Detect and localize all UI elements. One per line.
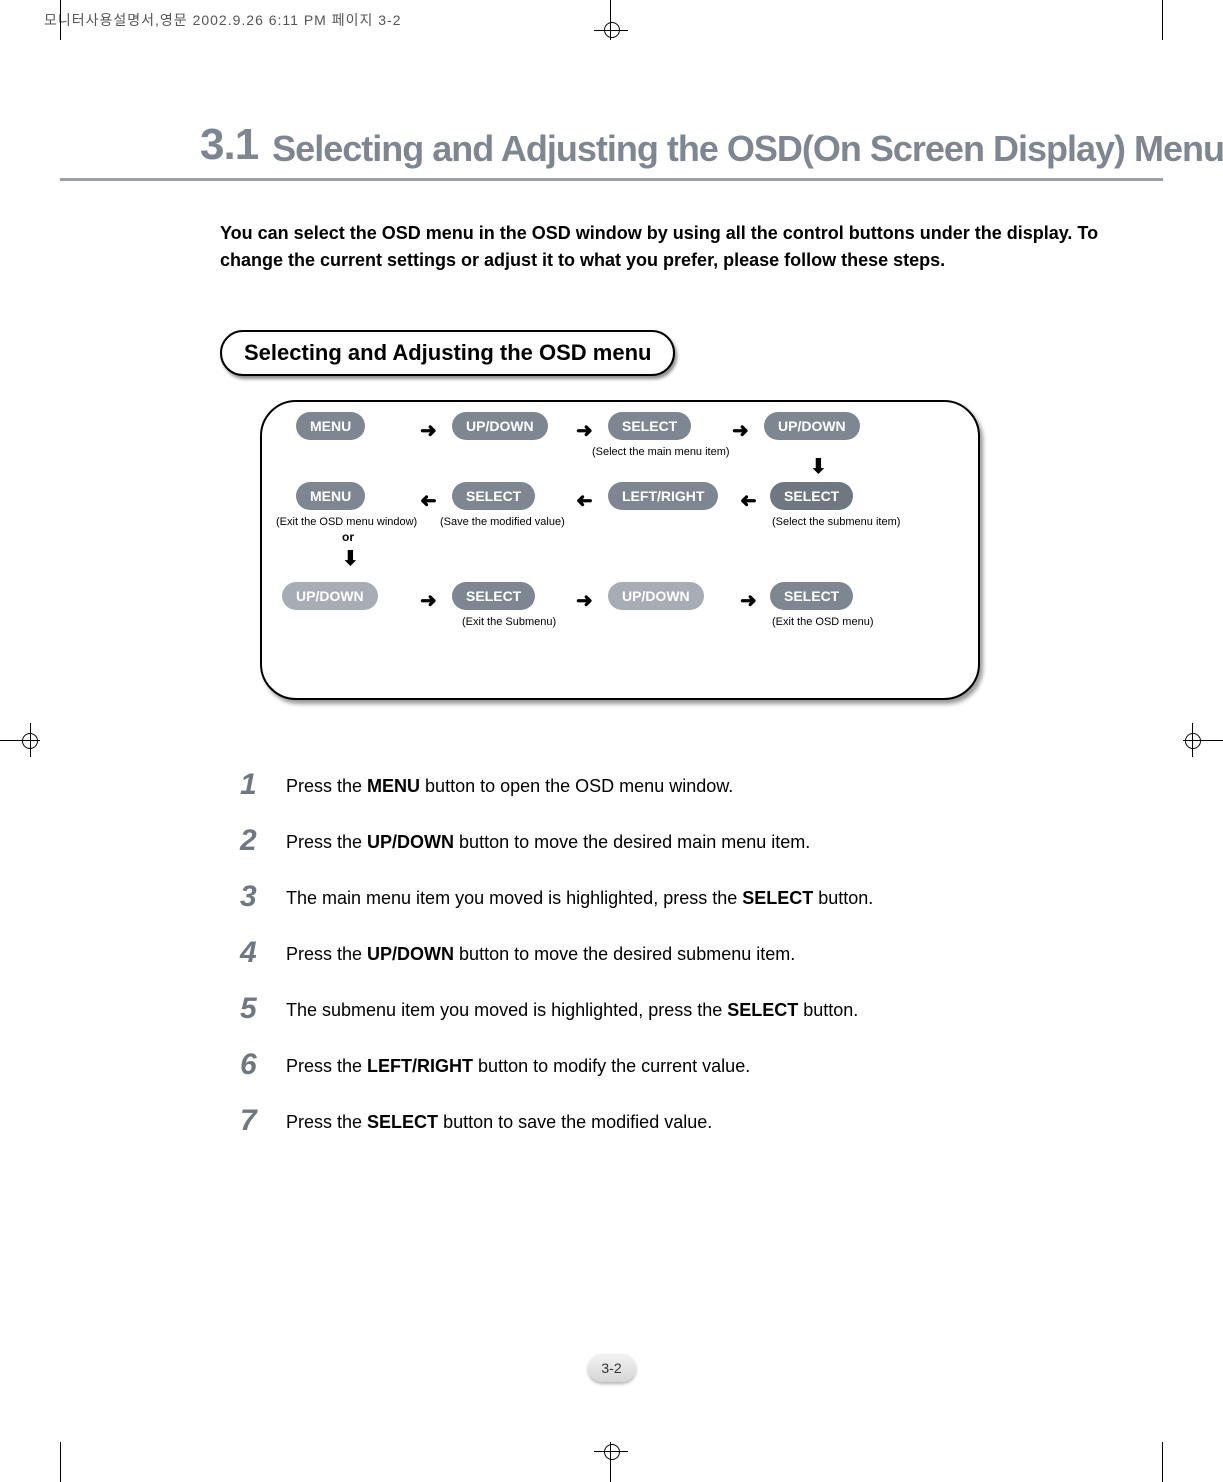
step-item: 2 Press the UP/DOWN button to move the d… — [240, 826, 1103, 856]
pill-leftright: LEFT/RIGHT — [608, 482, 718, 510]
step-item: 4 Press the UP/DOWN button to move the d… — [240, 938, 1103, 968]
arrow-right-icon: ➜ — [576, 418, 593, 443]
step-number: 1 — [240, 770, 268, 800]
crop-tick — [1162, 0, 1163, 40]
step-text: Press the UP/DOWN button to move the des… — [286, 938, 795, 967]
section-title: Selecting and Adjusting the OSD(On Scree… — [272, 128, 1223, 170]
page-number-badge: 3-2 — [588, 1354, 636, 1382]
pill-menu: MENU — [296, 482, 365, 510]
step-number: 2 — [240, 826, 268, 856]
pill-menu: MENU — [296, 412, 365, 440]
step-text: The main menu item you moved is highligh… — [286, 882, 873, 911]
arrow-left-icon: ➜ — [420, 488, 437, 513]
step-number: 5 — [240, 994, 268, 1024]
pill-updown: UP/DOWN — [282, 582, 378, 610]
step-text: The submenu item you moved is highlighte… — [286, 994, 858, 1023]
crop-mark — [1185, 733, 1201, 749]
step-item: 6 Press the LEFT/RIGHT button to modify … — [240, 1050, 1103, 1080]
pill-updown: UP/DOWN — [608, 582, 704, 610]
step-item: 3 The main menu item you moved is highli… — [240, 882, 1103, 912]
step-item: 1 Press the MENU button to open the OSD … — [240, 770, 1103, 800]
intro-paragraph: You can select the OSD menu in the OSD w… — [220, 220, 1123, 274]
or-label: or — [342, 530, 354, 544]
step-text: Press the UP/DOWN button to move the des… — [286, 826, 810, 855]
pill-select: SELECT — [770, 482, 853, 510]
crop-tick — [60, 1442, 61, 1482]
print-header-text: 모니터사용설명서,영문 2002.9.26 6:11 PM 페이지 3-2 — [44, 10, 402, 30]
caption-save-value: (Save the modified value) — [440, 516, 565, 528]
step-number: 4 — [240, 938, 268, 968]
step-number: 7 — [240, 1106, 268, 1136]
flow-diagram: MENU ➜ UP/DOWN ➜ SELECT ➜ UP/DOWN (Selec… — [260, 400, 980, 700]
pill-select: SELECT — [452, 582, 535, 610]
step-text: Press the MENU button to open the OSD me… — [286, 770, 733, 799]
step-text: Press the LEFT/RIGHT button to modify th… — [286, 1050, 750, 1079]
section-number: 3.1 — [200, 120, 258, 170]
crop-mark — [604, 1444, 620, 1460]
arrow-right-icon: ➜ — [420, 418, 437, 443]
step-text: Press the SELECT button to save the modi… — [286, 1106, 712, 1135]
crop-tick — [60, 0, 61, 40]
step-number: 6 — [240, 1050, 268, 1080]
pill-select: SELECT — [452, 482, 535, 510]
arrow-right-icon: ➜ — [576, 588, 593, 613]
arrow-down-icon: ⬇ — [342, 546, 359, 571]
step-number: 3 — [240, 882, 268, 912]
caption-exit-osd: (Exit the OSD menu) — [772, 616, 873, 628]
crop-mark — [22, 733, 38, 749]
arrow-left-icon: ➜ — [740, 488, 757, 513]
caption-exit-submenu: (Exit the Submenu) — [462, 616, 556, 628]
crop-tick — [1162, 1442, 1163, 1482]
crop-mark — [604, 22, 620, 38]
pill-updown: UP/DOWN — [452, 412, 548, 440]
caption-exit-osd-window: (Exit the OSD menu window) — [276, 516, 417, 528]
caption-select-submenu: (Select the submenu item) — [772, 516, 900, 528]
subheading-pill: Selecting and Adjusting the OSD menu — [220, 330, 675, 376]
caption-select-main: (Select the main menu item) — [592, 446, 730, 458]
pill-updown: UP/DOWN — [764, 412, 860, 440]
pill-select: SELECT — [608, 412, 691, 440]
steps-list: 1 Press the MENU button to open the OSD … — [240, 770, 1103, 1162]
arrow-left-icon: ➜ — [576, 488, 593, 513]
section-heading: 3.1 Selecting and Adjusting the OSD(On S… — [60, 120, 1163, 181]
arrow-right-icon: ➜ — [732, 418, 749, 443]
step-item: 7 Press the SELECT button to save the mo… — [240, 1106, 1103, 1136]
page: 모니터사용설명서,영문 2002.9.26 6:11 PM 페이지 3-2 3.… — [0, 0, 1223, 1482]
pill-select: SELECT — [770, 582, 853, 610]
arrow-right-icon: ➜ — [740, 588, 757, 613]
arrow-down-icon: ⬇ — [810, 454, 827, 479]
arrow-right-icon: ➜ — [420, 588, 437, 613]
step-item: 5 The submenu item you moved is highligh… — [240, 994, 1103, 1024]
